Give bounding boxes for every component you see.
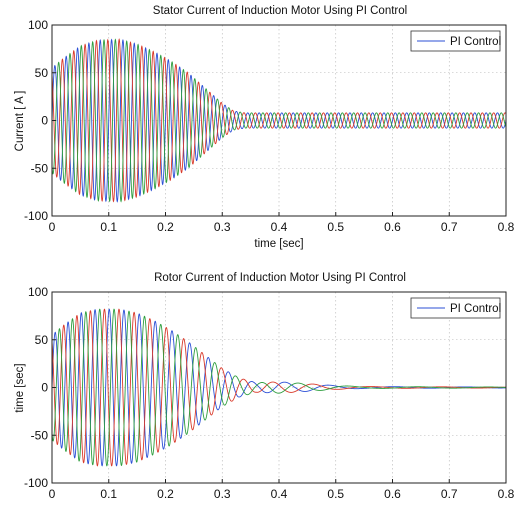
y-tick-label: 0 <box>41 114 48 128</box>
x-tick-label: 0.4 <box>271 487 288 501</box>
series-line-phase-3 <box>51 38 507 203</box>
x-axis-label: time [sec] <box>254 238 303 250</box>
y-tick-label: -100 <box>24 476 48 490</box>
chart-title: Rotor Current of Induction Motor Using P… <box>154 272 406 284</box>
x-tick-label: 0.1 <box>100 220 117 234</box>
legend-label: PI Control <box>450 303 501 315</box>
legend-label: PI Control <box>450 36 501 48</box>
legend-box <box>410 297 501 319</box>
x-tick-label: 0 <box>49 487 56 501</box>
stator-current-chart: Stator Current of Induction Motor Using … <box>14 5 515 250</box>
x-tick-label: 0.4 <box>271 220 288 234</box>
x-tick-label: 0.7 <box>441 487 458 501</box>
series-line-phase-2 <box>51 38 507 203</box>
x-tick-label: 0.3 <box>214 220 231 234</box>
x-tick-label: 0.8 <box>498 487 515 501</box>
x-tick-label: 0.7 <box>441 220 458 234</box>
y-tick-label: 100 <box>28 18 48 32</box>
chart-title: Stator Current of Induction Motor Using … <box>153 5 407 17</box>
y-tick-label: -100 <box>24 209 48 223</box>
rotor-current-chart: Rotor Current of Induction Motor Using P… <box>14 272 515 501</box>
x-tick-label: 0 <box>49 220 56 234</box>
x-tick-label: 0.5 <box>327 487 344 501</box>
x-tick-label: 0.3 <box>214 487 231 501</box>
series-line-phase-1 <box>51 38 507 203</box>
legend: PI Control <box>410 30 501 52</box>
y-ticks: 100 50 0 -50 -100 <box>24 18 56 223</box>
series-group <box>51 38 507 203</box>
x-ticks: 0 0.1 0.2 0.3 0.4 0.5 0.6 0.7 0.8 <box>49 479 515 501</box>
y-tick-label: 50 <box>35 66 49 80</box>
y-tick-label: -50 <box>31 428 49 442</box>
series-line-phase-3 <box>51 308 507 467</box>
x-tick-label: 0.5 <box>327 220 344 234</box>
y-ticks: 100 50 0 -50 -100 <box>24 285 56 490</box>
legend-box <box>410 30 501 52</box>
y-tick-label: 0 <box>41 381 48 395</box>
x-tick-label: 0.2 <box>157 487 174 501</box>
x-tick-label: 0.2 <box>157 220 174 234</box>
x-tick-label: 0.8 <box>498 220 515 234</box>
y-axis-label: time [sec] <box>14 363 26 412</box>
series-line-phase-1 <box>51 308 507 467</box>
y-tick-label: -50 <box>31 161 49 175</box>
y-axis-label: Current [ A ] <box>14 91 26 152</box>
x-ticks: 0 0.1 0.2 0.3 0.4 0.5 0.6 0.7 0.8 <box>49 212 515 234</box>
x-tick-label: 0.6 <box>384 220 401 234</box>
y-tick-label: 50 <box>35 333 49 347</box>
series-group <box>51 308 507 467</box>
y-tick-label: 100 <box>28 285 48 299</box>
x-tick-label: 0.1 <box>100 487 117 501</box>
x-tick-label: 0.6 <box>384 487 401 501</box>
legend: PI Control <box>410 297 501 319</box>
